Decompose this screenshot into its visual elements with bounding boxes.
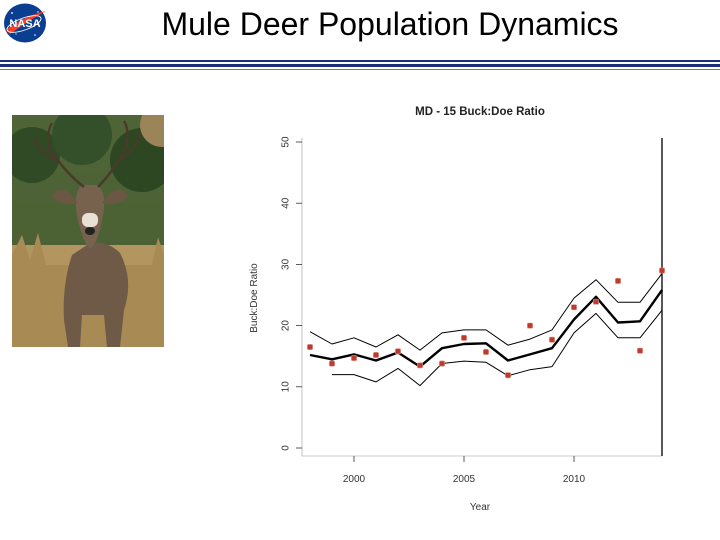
x-tick-label: 2000 [343, 474, 366, 485]
data-point [329, 360, 335, 367]
data-point [395, 348, 401, 355]
data-point [307, 344, 313, 350]
title-rule [0, 60, 720, 62]
y-tick-label: 10 [281, 381, 292, 393]
data-point [461, 334, 467, 341]
data-point [417, 362, 423, 369]
y-tick-label: 30 [281, 258, 292, 270]
data-point [351, 355, 357, 361]
series-line-lower-bound [332, 309, 663, 387]
y-tick-label: 40 [281, 197, 292, 209]
mule-deer-photo [12, 115, 164, 347]
x-axis-label: Year [470, 502, 491, 513]
data-point [483, 349, 489, 355]
buck-doe-chart: MD - 15 Buck:Doe Ratio Buck:Doe Ratio Ye… [249, 106, 665, 513]
y-tick-label: 50 [281, 136, 292, 148]
logo-text: NASA [9, 18, 40, 30]
data-point [659, 267, 665, 274]
title-rule-thin [0, 69, 720, 70]
chart-title: MD - 15 Buck:Doe Ratio [415, 106, 545, 118]
data-point [527, 322, 533, 329]
nasa-logo: NASA [4, 3, 46, 43]
data-point [593, 298, 599, 305]
data-point [637, 347, 643, 354]
logo-swoosh [6, 11, 46, 34]
plot-area: 0 10 20 30 40 50 2000 2005 2010 [281, 136, 665, 485]
data-point [571, 304, 577, 311]
series-line-upper-bound [309, 273, 663, 351]
slide-title: Mule Deer Population Dynamics [161, 6, 619, 42]
data-point [615, 278, 621, 284]
series-line-estimate [309, 289, 663, 368]
data-point [549, 336, 555, 343]
x-tick-label: 2005 [453, 474, 476, 485]
y-tick-label: 0 [281, 445, 292, 451]
x-tick-label: 2010 [563, 474, 586, 485]
data-point [373, 352, 379, 358]
title-rule-thick [0, 64, 720, 67]
data-point [439, 360, 445, 367]
data-point [505, 372, 511, 379]
y-axis-label: Buck:Doe Ratio [249, 263, 260, 333]
y-tick-label: 20 [281, 320, 292, 332]
